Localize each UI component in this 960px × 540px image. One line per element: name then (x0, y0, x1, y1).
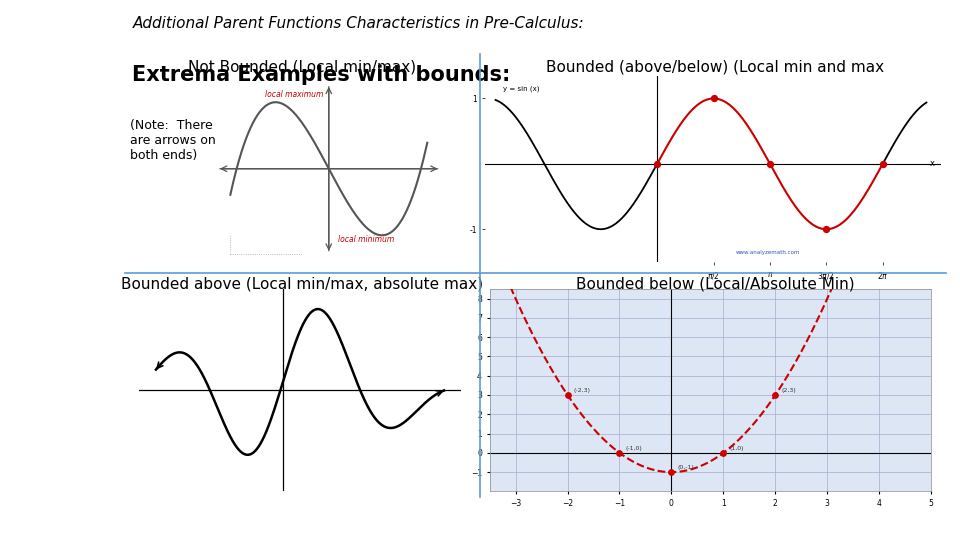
Point (768, 390, 783, 399)
Text: local maximum: local maximum (265, 90, 324, 99)
Text: Not Bounded (Local min/max): Not Bounded (Local min/max) (188, 59, 417, 75)
Text: Additional Parent Functions Characteristics in Pre-Calculus:: Additional Parent Functions Characterist… (132, 16, 584, 31)
Text: (0,-1): (0,-1) (678, 465, 694, 470)
Text: Bounded (above/below) (Local min and max: Bounded (above/below) (Local min and max (546, 59, 884, 75)
Text: Bounded below (Local/Absolute Min): Bounded below (Local/Absolute Min) (576, 276, 854, 292)
Text: (2,3): (2,3) (781, 388, 797, 393)
Text: (1,0): (1,0) (730, 446, 744, 451)
Text: Bounded above (Local min/max, absolute max): Bounded above (Local min/max, absolute m… (121, 276, 484, 292)
Point (663, 468, 679, 476)
Text: Extrema Examples with bounds:: Extrema Examples with bounds: (132, 65, 511, 85)
Point (706, 94, 721, 103)
Point (612, 449, 627, 457)
Text: local minimum: local minimum (338, 235, 395, 244)
Text: x: x (930, 159, 935, 168)
Point (762, 159, 778, 168)
Text: www.analyzemath.com: www.analyzemath.com (736, 250, 801, 255)
Point (650, 159, 665, 168)
Text: y = sin (x): y = sin (x) (503, 86, 540, 92)
Text: (-2,3): (-2,3) (574, 388, 590, 393)
Point (876, 159, 891, 168)
Text: (-1,0): (-1,0) (626, 446, 642, 451)
Point (716, 449, 732, 457)
Point (560, 390, 575, 399)
Point (819, 225, 834, 233)
Text: (Note:  There
are arrows on
both ends): (Note: There are arrows on both ends) (130, 119, 215, 162)
